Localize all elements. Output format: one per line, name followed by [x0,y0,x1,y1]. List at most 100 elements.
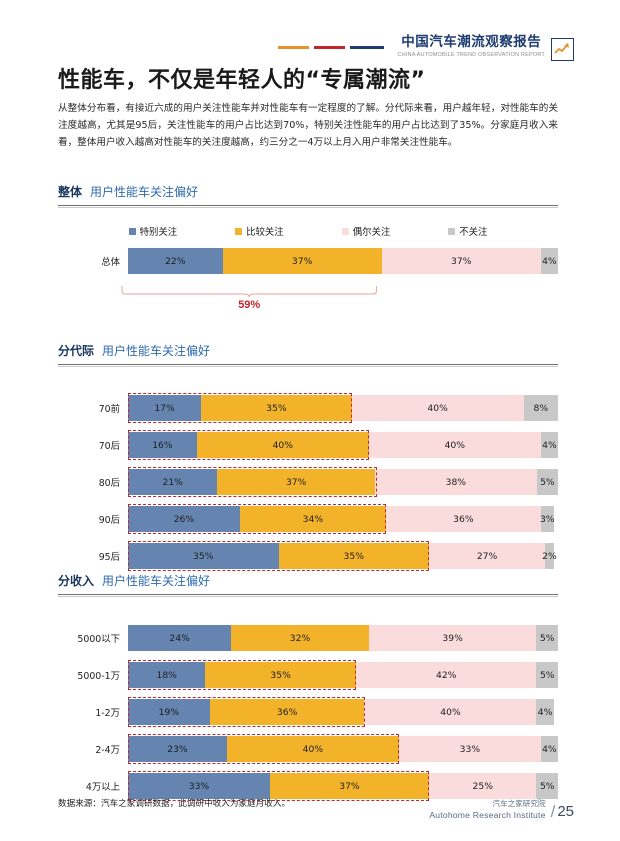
page-number: 25 [557,803,574,820]
bar-segment: 33% [398,736,541,762]
bar-segment: 40% [196,432,369,458]
bar-segment: 37% [217,469,375,495]
legend-item-0[interactable]: 特别关注 [128,224,178,238]
bar-segment: 22% [128,248,223,274]
bar-segment: 38% [374,469,537,495]
row-label: 70后 [98,441,120,452]
bar-segment: 37% [269,773,429,799]
legend-label-2: 偶尔关注 [352,226,391,237]
table-row: 5000以下 24% 32% 39% 5% [58,625,558,651]
legend-label-0: 特别关注 [139,226,178,237]
bar-segment: 33% [128,773,270,799]
bar-segment: 23% [128,736,227,762]
brace-value: 59% [238,299,261,311]
page-title: 性能车，不仅是年轻人的“专属潮流” [58,68,426,93]
data-source-note: 数据来源：汽车之家调研数据，此调研中收入为家庭月收入。 [58,799,291,809]
stacked-bar: 33% 37% 25% 5% [128,771,558,801]
brace-annotation: 59% [58,285,558,319]
footer-org-text: 汽车之家研究院 Autohome Research Institute [429,799,545,821]
chart-generation: 70前 17% 35% 40% 8% 70后 16% 40% 40% 4% 80后 21% 37% 38%… [58,393,558,571]
bar-segment: 37% [222,248,382,274]
table-row: 95后 35% 35% 27% 2% [58,541,558,571]
bar-segment: 3% [540,506,555,532]
stacked-bar: 16% 40% 40% 4% [128,430,558,460]
legend-item-2[interactable]: 偶尔关注 [341,224,391,238]
bar-segment: 5% [536,469,558,495]
bar-segment: 40% [226,736,399,762]
row-label: 5000-1万 [77,671,120,682]
bar-segment: 17% [128,395,202,421]
section-overall: 整体 用户性能车关注偏好 特别关注 比较关注 偶尔关注 不关注 总体 22% 37% 3… [58,184,558,319]
table-row: 4万以上 33% 37% 25% 5% [58,771,558,801]
brand-title-en: CHINA AUTOMOBILE TREND OBSERVATION REPOR… [397,52,545,58]
bar-segment: 42% [355,662,537,688]
brand-rule-red [314,46,346,49]
report-brand-header: 中国汽车潮流观察报告 CHINA AUTOMOBILE TREND OBSERV… [278,34,574,61]
row-label: 90后 [98,515,120,526]
section-overall-key: 整体 [58,185,83,199]
stacked-bar: 24% 32% 39% 5% [128,625,558,651]
trend-up-icon [551,38,574,61]
section-income-divider [58,594,558,597]
bar-segment: 35% [205,662,356,688]
section-income-sub: 用户性能车关注偏好 [102,574,211,588]
stacked-bar: 19% 36% 40% 4% [128,697,558,727]
chart-overall: 总体 22% 37% 37% 4% [58,248,558,274]
bar-segment: 40% [351,395,524,421]
table-row: 70后 16% 40% 40% 4% [58,430,558,460]
bar-segment: 34% [239,506,386,532]
bar-segment: 8% [523,395,558,421]
legend-label-3: 不关注 [459,226,488,237]
bar-segment: 4% [536,699,554,725]
row-label: 4万以上 [85,782,120,793]
section-generation-divider [58,364,558,367]
bar-segment: 40% [364,699,537,725]
row-label: 5000以下 [77,634,120,645]
bar-segment: 36% [209,699,365,725]
legend-item-3[interactable]: 不关注 [448,224,487,238]
bar-segment: 16% [128,432,197,458]
brand-title-cn: 中国汽车潮流观察报告 [401,34,542,49]
section-generation-title: 分代际 用户性能车关注偏好 [58,343,558,359]
row-label: 95后 [98,552,120,563]
footer-org-cn: 汽车之家研究院 [492,799,546,808]
bar-segment: 5% [536,625,558,651]
row-label: 总体 [101,257,120,268]
bar-segment: 36% [385,506,541,532]
table-row: 90后 26% 34% 36% 3% [58,504,558,534]
bar-segment: 27% [429,543,546,569]
brace-icon [121,286,377,298]
bar-segment: 37% [381,248,541,274]
stacked-bar: 23% 40% 33% 4% [128,734,558,764]
bar-segment: 39% [368,625,537,651]
bar-segment: 26% [128,506,240,532]
bar-segment: 5% [536,662,558,688]
chart-income: 5000以下 24% 32% 39% 5% 5000-1万 18% 35% 42% 5% 1-2万 1… [58,625,558,801]
footer-slash: / [550,802,556,821]
row-label: 70前 [98,404,120,415]
stacked-bar: 21% 37% 38% 5% [128,467,558,497]
legend-swatch-fairly [235,227,243,235]
footer-org-en: Autohome Research Institute [429,810,546,820]
bar-segment: 5% [536,773,558,799]
table-row: 总体 22% 37% 37% 4% [58,248,558,274]
legend-swatch-occasional [341,227,349,235]
section-generation-sub: 用户性能车关注偏好 [102,344,211,358]
brand-title-block: 中国汽车潮流观察报告 CHINA AUTOMOBILE TREND OBSERV… [397,34,545,60]
stacked-bar: 18% 35% 42% 5% [128,660,558,690]
bar-segment: 32% [231,625,369,651]
row-label: 2-4万 [95,745,120,756]
section-overall-sub: 用户性能车关注偏好 [90,185,199,199]
bar-segment: 25% [428,773,537,799]
legend-label-1: 比较关注 [246,226,284,237]
bar-segment: 4% [540,248,558,274]
legend-item-1[interactable]: 比较关注 [235,224,284,238]
section-overall-title: 整体 用户性能车关注偏好 [58,184,558,200]
bar-segment: 21% [128,469,218,495]
stacked-bar: 17% 35% 40% 8% [128,393,558,423]
intro-paragraph: 从整体分布看，有接近六成的用户关注性能车并对性能车有一定程度的了解。分代际来看，… [58,103,558,148]
table-row: 5000-1万 18% 35% 42% 5% [58,660,558,690]
bar-segment: 35% [201,395,352,421]
section-income: 分收入 用户性能车关注偏好 5000以下 24% 32% 39% 5% 5000-1万 18%… [58,573,558,810]
